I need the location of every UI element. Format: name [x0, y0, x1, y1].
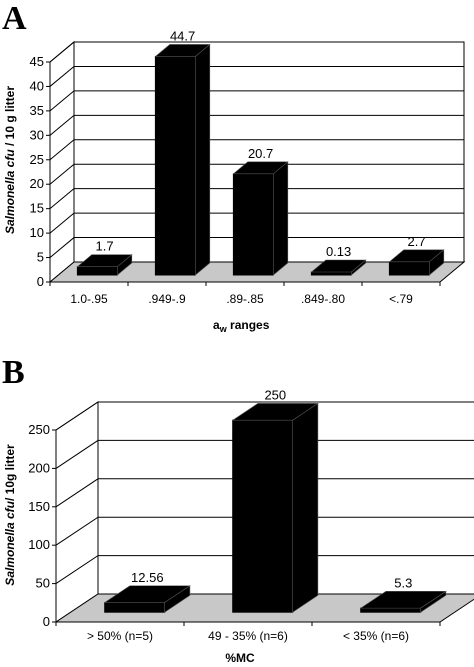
chart-b-x-axis-title: %MC [225, 651, 255, 665]
chart-a-bar [76, 266, 118, 276]
chart-b-data-label: 5.3 [394, 575, 412, 590]
chart-a-y-tick-label: 35 [30, 103, 44, 118]
chart-b-gridline [55, 439, 474, 469]
chart-a-y-tick-label: 30 [30, 127, 44, 142]
chart-a-data-label: 44.7 [170, 28, 195, 43]
chart-a-bar-side [117, 254, 133, 276]
chart-b-y-tick-label: 200 [28, 460, 50, 475]
chart-a-gridline [49, 41, 464, 63]
chart-b-y-axis-title: Salmonella cfu/ 10g litter [3, 444, 17, 586]
chart-b-gridline [55, 516, 474, 546]
chart-a: 0 5 10 15 20 25 30 35 40 45 1.7 1.0-.95 44.7 .949-.9 2… [30, 28, 466, 306]
chart-a-bar [154, 55, 196, 276]
chart-a-x-axis-title: aw ranges [213, 318, 270, 334]
chart-b-data-label: 250 [264, 387, 286, 402]
panel-a-letter: A [2, 0, 27, 37]
chart-b-y-tick-label: 150 [28, 499, 50, 514]
chart-a-gridline [49, 212, 464, 234]
chart-a-x-tick-label: .949-.9 [148, 292, 186, 306]
chart-a-gridline [49, 163, 464, 185]
chart-a-x-tick-label: .89-.85 [226, 292, 264, 306]
chart-a-bar-side [273, 161, 289, 276]
chart-b-x-tick-label: > 50% (n=5) [87, 629, 153, 643]
chart-b-bar-side [292, 402, 319, 613]
chart-a-y-tick-label: 15 [30, 201, 44, 216]
chart-a-data-label: 20.7 [248, 146, 273, 161]
chart-a-bar-side [195, 43, 211, 276]
chart-a-gridline [49, 114, 464, 136]
chart-b-data-label: 12.56 [131, 570, 164, 585]
chart-b-bar-side [420, 590, 447, 613]
chart-b-bar [232, 419, 294, 613]
panel-b-letter: B [2, 354, 25, 391]
chart-b-gridline [55, 555, 474, 585]
chart-b-gridline [55, 401, 474, 431]
chart-a-x-tick-label: 1.0-.95 [70, 292, 108, 306]
chart-b-bar [360, 607, 422, 613]
chart-a-y-tick-label: 25 [30, 152, 44, 167]
chart-a-bar [388, 261, 430, 276]
chart-a-y-tick-label: 20 [30, 176, 44, 191]
chart-a-y-tick-label: 40 [30, 78, 44, 93]
chart-a-y-tick-label: 0 [37, 274, 44, 289]
chart-b-y-tick-label: 0 [43, 614, 50, 629]
chart-a-gridline [49, 65, 464, 87]
chart-a-x-tick-label: .849-.80 [301, 292, 345, 306]
chart-b: 0 50 100 150 200 250 12.56 > 50% (n=5) 250 49 - 3… [28, 387, 474, 643]
chart-a-y-tick-label: 5 [37, 250, 44, 265]
chart-a-gridline [49, 237, 464, 258]
chart-b-y-tick-label: 50 [36, 576, 50, 591]
chart-a-gridline [49, 90, 464, 112]
chart-a-bar [310, 271, 352, 276]
chart-b-x-tick-label: < 35% (n=6) [343, 629, 409, 643]
chart-a-data-label: 2.7 [408, 234, 426, 249]
chart-b-side-wall [55, 401, 99, 623]
chart-a-y-tick-label: 10 [30, 225, 44, 240]
chart-a-gridline [49, 188, 464, 210]
chart-a-y-axis-title: Salmonella cfu / 10 g litter [3, 86, 17, 234]
chart-a-bar-side [429, 249, 445, 276]
chart-b-bar-side [164, 585, 191, 613]
chart-b-y-tick-label: 100 [28, 537, 50, 552]
chart-b-x-tick-label: 49 - 35% (n=6) [208, 629, 288, 643]
chart-a-gridline [49, 139, 464, 161]
chart-b-y-tick-label: 250 [28, 422, 50, 437]
chart-a-y-tick-label: 45 [30, 54, 44, 69]
chart-b-bar [104, 602, 166, 613]
chart-a-data-label: 1.7 [96, 239, 114, 254]
chart-a-bar-side [351, 259, 367, 276]
chart-a-side-wall [49, 40, 75, 284]
chart-b-gridline [55, 478, 474, 508]
chart-a-bar [232, 173, 274, 276]
chart-a-x-tick-label: <.79 [389, 292, 413, 306]
chart-a-data-label: 0.13 [326, 244, 351, 259]
